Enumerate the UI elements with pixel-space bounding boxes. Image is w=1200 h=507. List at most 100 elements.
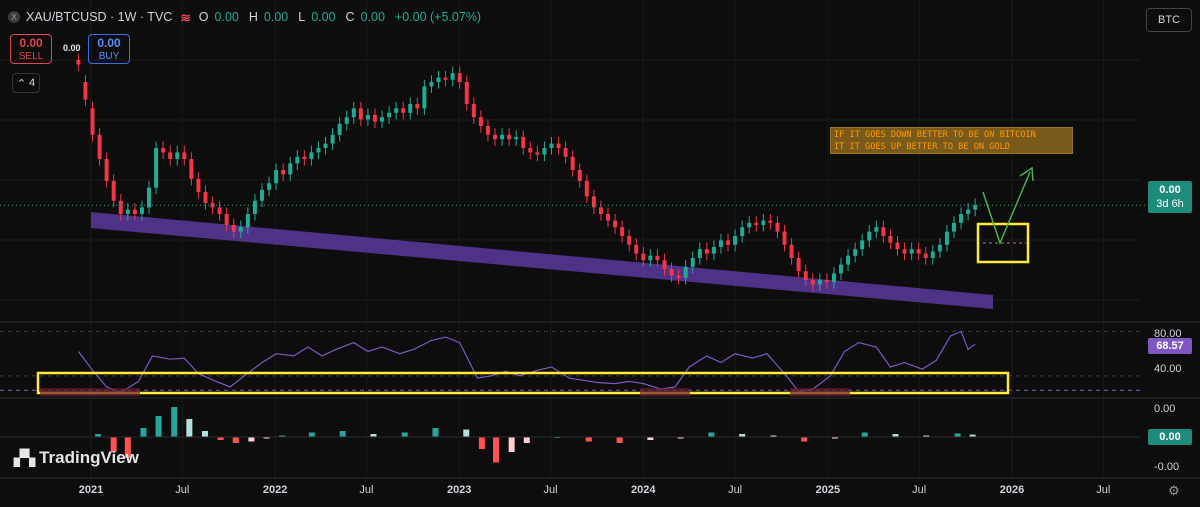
candle-body bbox=[478, 117, 483, 126]
tradingview-logo[interactable]: ▞▚ TradingView bbox=[14, 448, 139, 468]
buy-button[interactable]: 0.00 BUY bbox=[88, 34, 130, 64]
macd-bar bbox=[308, 432, 315, 437]
candle-body bbox=[175, 152, 180, 159]
macd-bar bbox=[432, 428, 439, 437]
candle-body bbox=[951, 222, 956, 232]
candle-body bbox=[570, 156, 575, 170]
macd-bar bbox=[493, 437, 500, 463]
macd-bar bbox=[508, 437, 515, 452]
candle-body bbox=[669, 269, 674, 276]
candle-body bbox=[613, 220, 618, 228]
macd-bar bbox=[478, 437, 485, 449]
currency-button[interactable]: BTC bbox=[1146, 8, 1192, 32]
candle-body bbox=[182, 152, 187, 159]
candle-body bbox=[930, 251, 935, 258]
candle-body bbox=[867, 231, 872, 241]
candle-body bbox=[747, 222, 752, 228]
candle-body bbox=[902, 249, 907, 254]
x-axis-tick-label: Jul bbox=[1096, 484, 1111, 496]
candle-body bbox=[761, 220, 766, 225]
candle-body bbox=[514, 137, 519, 140]
candle-body bbox=[443, 77, 448, 80]
candle-body bbox=[401, 108, 406, 113]
highlight-box bbox=[976, 222, 1030, 264]
candle-body bbox=[620, 227, 625, 236]
ohlc-close-value: 0.00 bbox=[360, 10, 385, 24]
rsi-axis-label-80: 80.00 bbox=[1154, 328, 1182, 340]
candle-body bbox=[380, 117, 385, 122]
x-axis-tick-label: 2026 bbox=[999, 484, 1025, 496]
macd-axis-label-neg: -0.00 bbox=[1154, 461, 1180, 473]
candle-body bbox=[471, 104, 476, 118]
spread-value: 0.00 bbox=[63, 43, 81, 53]
candle-body bbox=[549, 143, 554, 148]
candle-body bbox=[909, 249, 914, 254]
candle-body bbox=[267, 183, 272, 190]
candle-body bbox=[189, 159, 194, 179]
candle-body bbox=[337, 123, 342, 135]
annotation-line-2: IT IT GOES UP BETTER TO BE ON GOLD bbox=[834, 142, 1010, 152]
candle-body bbox=[76, 60, 81, 65]
sell-button[interactable]: 0.00 SELL bbox=[10, 34, 52, 64]
sell-price: 0.00 bbox=[19, 36, 43, 50]
x-axis-tick-label: Jul bbox=[359, 484, 374, 496]
candle-body bbox=[139, 207, 144, 214]
x-axis-tick-label: 2024 bbox=[631, 484, 656, 496]
macd-bar bbox=[647, 437, 654, 440]
candle-body bbox=[881, 227, 886, 236]
candle-body bbox=[83, 82, 88, 100]
candle-body bbox=[733, 236, 738, 245]
ohlc-change: +0.00 (+5.07%) bbox=[394, 10, 482, 24]
candle-body bbox=[662, 260, 667, 269]
candle-body bbox=[944, 231, 949, 245]
ohlc-open-value: 0.00 bbox=[214, 10, 239, 24]
candle-body bbox=[132, 209, 137, 214]
candle-body bbox=[846, 255, 851, 265]
rsi-value-tag: 68.57 bbox=[1148, 338, 1192, 354]
candle-body bbox=[768, 220, 773, 223]
candle-body bbox=[690, 258, 695, 267]
candle-body bbox=[147, 187, 152, 208]
candle-body bbox=[634, 244, 639, 254]
candle-body bbox=[422, 86, 427, 109]
candle-body bbox=[90, 108, 95, 135]
gear-icon[interactable]: ⚙ bbox=[1168, 483, 1180, 498]
indicators-collapse-button[interactable]: ⌃ 4 bbox=[12, 73, 40, 93]
annotation-note[interactable]: IF IT GOES DOWN BETTER TO BE ON BITCOIN … bbox=[830, 127, 1073, 154]
macd-bar bbox=[171, 407, 178, 437]
macd-bar bbox=[124, 437, 131, 458]
macd-bar bbox=[892, 434, 899, 437]
brand-name: TradingView bbox=[39, 448, 139, 467]
macd-bar bbox=[186, 419, 193, 437]
candle-body bbox=[966, 209, 971, 214]
candle-body bbox=[641, 253, 646, 261]
candle-body bbox=[203, 192, 208, 203]
candle-body bbox=[655, 255, 660, 261]
candlestick-series bbox=[76, 53, 978, 291]
buy-label: BUY bbox=[98, 51, 120, 62]
candle-body bbox=[959, 214, 964, 223]
candle-body bbox=[648, 255, 653, 261]
buy-price: 0.00 bbox=[97, 36, 121, 50]
macd-bar bbox=[923, 435, 930, 437]
candle-body bbox=[302, 156, 307, 159]
candle-body bbox=[817, 280, 822, 285]
candle-body bbox=[789, 244, 794, 258]
candle-body bbox=[782, 231, 787, 245]
candle-body bbox=[274, 170, 279, 184]
candle-body bbox=[436, 77, 441, 82]
macd-histogram bbox=[0, 407, 1140, 463]
symbol-logo-icon[interactable]: X bbox=[8, 11, 20, 23]
rsi-oversold-fill bbox=[40, 388, 140, 397]
macd-bar bbox=[339, 431, 346, 437]
bar-countdown: 3d 6h bbox=[1156, 198, 1184, 210]
candle-body bbox=[408, 104, 413, 113]
candle-body bbox=[309, 152, 314, 159]
candle-body bbox=[711, 247, 716, 254]
macd-bar bbox=[677, 437, 684, 439]
candle-body bbox=[252, 200, 257, 214]
macd-bar bbox=[831, 437, 838, 439]
symbol-title[interactable]: XAU/BTCUSD · 1W · TVC bbox=[26, 10, 173, 24]
